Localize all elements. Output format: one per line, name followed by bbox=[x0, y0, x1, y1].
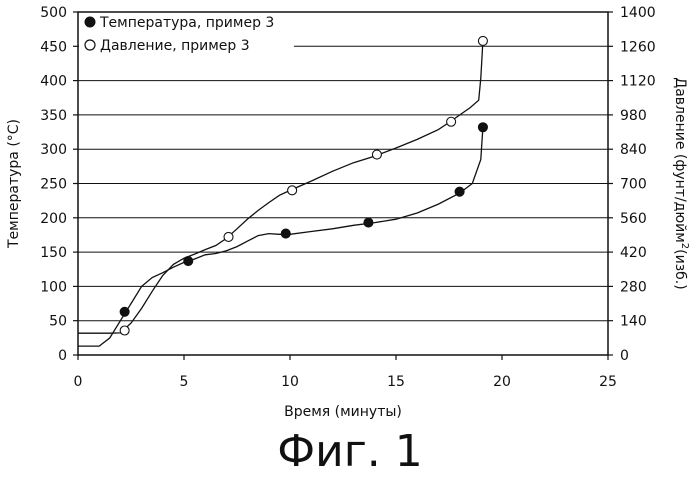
right-tick-label: 0 bbox=[620, 348, 629, 364]
right-tick-label: 420 bbox=[620, 245, 647, 261]
left-tick-label: 300 bbox=[40, 142, 67, 158]
pressure-point bbox=[120, 326, 129, 335]
left-axis-ticks: 0 50 100 150 200 250 300 350 400 450 500 bbox=[40, 5, 78, 364]
right-axis-ticks: 0 140 280 420 560 700 840 980 1120 1260 1400 bbox=[608, 5, 656, 364]
temperature-point bbox=[364, 218, 373, 227]
temperature-point bbox=[184, 257, 193, 266]
left-tick-label: 150 bbox=[40, 245, 67, 261]
right-axis-title-tail: (изб.) bbox=[672, 249, 688, 290]
right-tick-label: 280 bbox=[620, 279, 647, 295]
left-tick-label: 500 bbox=[40, 5, 67, 21]
right-tick-label: 1120 bbox=[620, 74, 656, 90]
right-tick-label: 700 bbox=[620, 177, 647, 193]
legend-marker-temperature bbox=[85, 17, 95, 27]
right-tick-label: 560 bbox=[620, 211, 647, 227]
temperature-point bbox=[478, 123, 487, 132]
x-axis-ticks: 0 5 10 15 20 25 bbox=[74, 355, 617, 390]
right-tick-label: 840 bbox=[620, 142, 647, 158]
right-axis-title-main: Давление (фунт/дюйм bbox=[672, 77, 688, 243]
x-tick-label: 20 bbox=[493, 374, 511, 390]
series-lines bbox=[78, 41, 483, 346]
right-axis-title: Давление (фунт/дюйм2(изб.) bbox=[672, 77, 690, 289]
legend-marker-pressure bbox=[85, 40, 95, 50]
right-tick-label: 1260 bbox=[620, 39, 656, 55]
left-tick-label: 200 bbox=[40, 211, 67, 227]
temperature-point bbox=[120, 307, 129, 316]
x-tick-label: 25 bbox=[599, 374, 617, 390]
legend-label-pressure: Давление, пример 3 bbox=[100, 38, 250, 54]
pressure-point bbox=[372, 150, 381, 159]
x-tick-label: 0 bbox=[74, 374, 83, 390]
left-tick-label: 0 bbox=[58, 348, 67, 364]
left-tick-label: 250 bbox=[40, 177, 67, 193]
x-tick-label: 15 bbox=[387, 374, 405, 390]
figure-caption: Фиг. 1 bbox=[277, 426, 423, 477]
left-tick-label: 450 bbox=[40, 39, 67, 55]
left-tick-label: 50 bbox=[49, 314, 67, 330]
left-tick-label: 100 bbox=[40, 279, 67, 295]
legend: Температура, пример 3 Давление, пример 3 bbox=[79, 13, 294, 55]
right-tick-label: 1400 bbox=[620, 5, 656, 21]
series-markers bbox=[120, 36, 487, 335]
left-tick-label: 350 bbox=[40, 108, 67, 124]
pressure-point bbox=[447, 117, 456, 126]
left-axis-title: Температура (°C) bbox=[6, 119, 22, 249]
gridlines bbox=[78, 12, 608, 355]
legend-label-temperature: Температура, пример 3 bbox=[99, 15, 274, 31]
pressure-point bbox=[224, 232, 233, 241]
temperature-point bbox=[455, 187, 464, 196]
temperature-point bbox=[281, 229, 290, 238]
series-line-pressure bbox=[78, 41, 483, 333]
right-tick-label: 980 bbox=[620, 108, 647, 124]
x-tick-label: 10 bbox=[281, 374, 299, 390]
x-axis-title: Время (минуты) bbox=[284, 404, 402, 420]
x-tick-label: 5 bbox=[180, 374, 189, 390]
pressure-point bbox=[478, 36, 487, 45]
right-tick-label: 140 bbox=[620, 314, 647, 330]
left-tick-label: 400 bbox=[40, 74, 67, 90]
pressure-point bbox=[288, 186, 297, 195]
